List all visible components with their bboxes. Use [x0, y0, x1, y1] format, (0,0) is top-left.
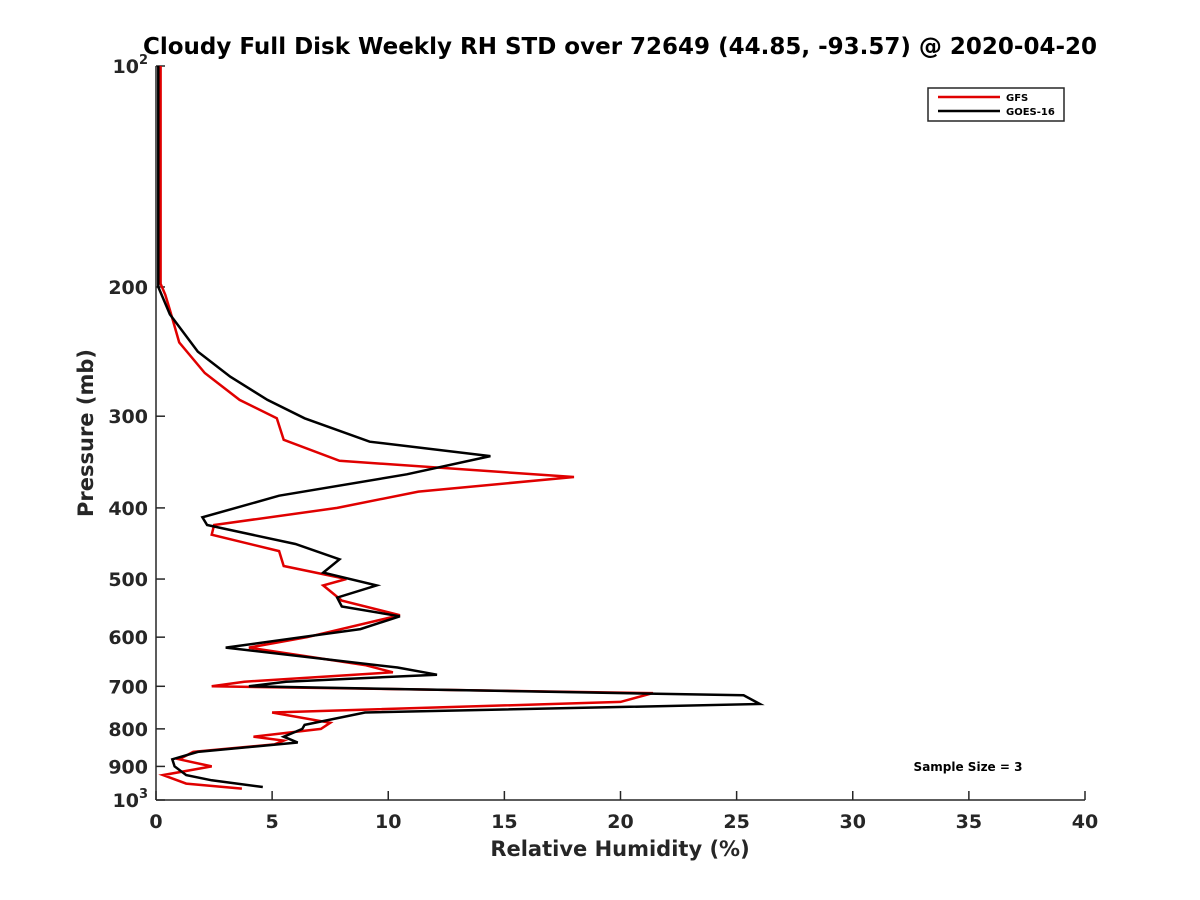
series-layer	[157, 66, 765, 790]
x-axis-label: Relative Humidity (%)	[490, 837, 749, 861]
x-tick-label: 40	[1072, 811, 1098, 833]
x-tick-label: 5	[266, 811, 279, 833]
x-tick-label: 30	[840, 811, 866, 833]
legend-box	[927, 87, 1065, 122]
x-tick-label: 0	[149, 811, 162, 833]
y-tick-label: 103	[113, 787, 149, 812]
x-tick-label: 35	[956, 811, 982, 833]
legend: GFS GOES-16	[927, 87, 1065, 122]
y-tick-label: 900	[108, 756, 148, 778]
series-line-goes16	[157, 66, 765, 789]
sample-size-annotation: Sample Size = 3	[914, 760, 1023, 774]
x-tick-label: 15	[491, 811, 517, 833]
y-axis-label: Pressure (mb)	[74, 349, 98, 517]
series-line-gfs	[158, 66, 654, 790]
y-tick-label: 600	[108, 627, 148, 649]
legend-label-goes16: GOES-16	[1006, 107, 1055, 118]
x-tick-label: 25	[723, 811, 749, 833]
y-tick-label: 102	[113, 53, 149, 78]
x-tick-label: 20	[607, 811, 633, 833]
y-tick-label: 800	[108, 719, 148, 741]
y-tick-label: 400	[108, 498, 148, 520]
chart-title: Cloudy Full Disk Weekly RH STD over 7264…	[143, 34, 1097, 60]
x-tick-label: 10	[375, 811, 401, 833]
y-tick-label: 500	[108, 569, 148, 591]
y-tick-label: 700	[108, 676, 148, 698]
y-tick-label: 200	[108, 277, 148, 299]
legend-label-gfs: GFS	[1006, 93, 1028, 104]
axes: 0 5 10 15 20 25 30 35 40 102 200 300 400 500 600 700 800…	[108, 53, 1098, 833]
y-tick-label: 300	[108, 406, 148, 428]
